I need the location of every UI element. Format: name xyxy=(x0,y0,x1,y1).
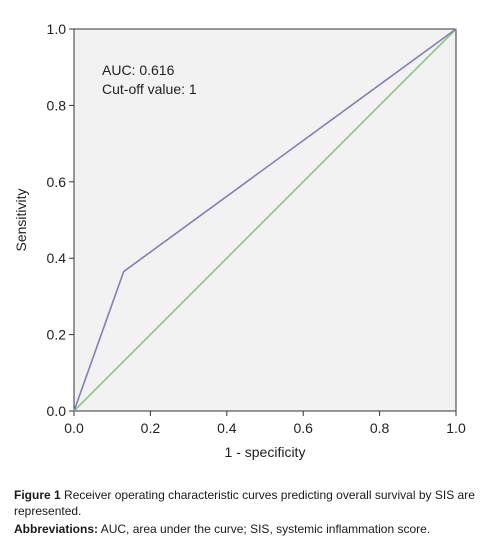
abbreviations-label: Abbreviations: xyxy=(14,522,99,536)
figure-label: Figure 1 xyxy=(14,488,61,502)
x-tick-label: 0.4 xyxy=(217,420,237,436)
y-tick-label: 0.0 xyxy=(47,403,67,419)
x-axis-ticks: 0.0 0.2 0.4 0.6 0.8 1.0 xyxy=(64,411,466,436)
roc-curve-line xyxy=(73,28,457,412)
y-axis-ticks: 0.0 0.2 0.4 0.6 0.8 1.0 xyxy=(47,21,74,419)
y-axis-title: Sensitivity xyxy=(13,188,29,251)
roc-chart: 0.0 0.2 0.4 0.6 0.8 1.0 0.0 0.2 0.4 0.6 0.8 1.0 AU… xyxy=(13,21,466,460)
y-tick-label: 0.8 xyxy=(47,97,67,113)
x-axis-title: 1 - specificity xyxy=(225,444,306,460)
figure-caption: Figure 1 Receiver operating characterist… xyxy=(14,487,480,519)
x-tick-label: 0.0 xyxy=(64,420,84,436)
x-tick-label: 0.6 xyxy=(293,420,313,436)
x-tick-label: 1.0 xyxy=(446,420,466,436)
abbreviations-text: AUC, area under the curve; SIS, systemic… xyxy=(100,522,431,536)
reference-diagonal-line xyxy=(73,28,457,412)
series-layer xyxy=(73,28,457,412)
figure-text: Receiver operating characteristic curves… xyxy=(14,488,475,518)
x-tick-label: 0.2 xyxy=(141,420,161,436)
y-tick-label: 0.2 xyxy=(47,327,67,343)
y-tick-label: 1.0 xyxy=(47,21,67,37)
y-tick-label: 0.4 xyxy=(47,250,67,266)
y-tick-label: 0.6 xyxy=(47,174,67,190)
auc-annotation: AUC: 0.616 xyxy=(102,62,175,78)
x-tick-label: 0.8 xyxy=(370,420,390,436)
abbreviations-note: Abbreviations: AUC, area under the curve… xyxy=(14,521,480,537)
cutoff-annotation: Cut-off value: 1 xyxy=(102,81,197,97)
